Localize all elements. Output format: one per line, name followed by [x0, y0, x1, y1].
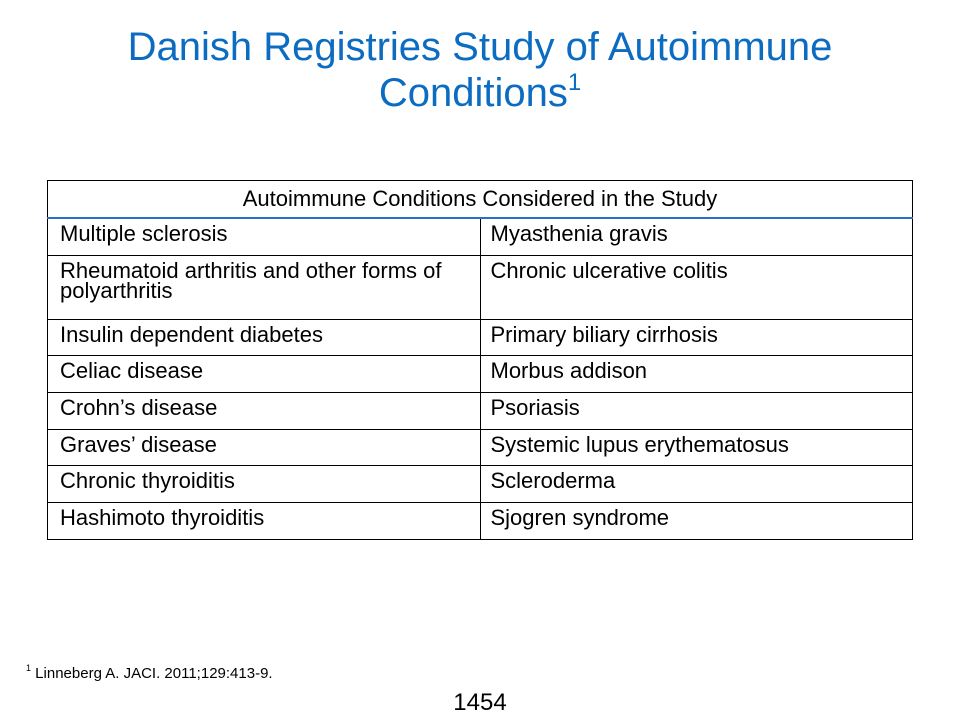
condition-cell-right: Systemic lupus erythematosus: [479, 428, 913, 466]
condition-cell-left: Hashimoto thyroiditis: [47, 501, 481, 540]
footnote-citation: Linneberg A. JACI. 2011;129:413-9.: [31, 665, 273, 682]
table-row: Celiac disease Morbus addison: [47, 354, 913, 393]
condition-cell-right: Morbus addison: [479, 354, 913, 393]
condition-cell-left: Graves’ disease: [47, 428, 481, 466]
footnote: 1 Linneberg A. JACI. 2011;129:413-9.: [26, 664, 273, 684]
condition-cell-right: Myasthenia gravis: [479, 217, 913, 256]
table-row: Graves’ disease Systemic lupus erythemat…: [47, 428, 913, 466]
condition-cell-right: Primary biliary cirrhosis: [479, 318, 913, 356]
title-line-2: Conditions: [378, 71, 568, 115]
condition-cell-left: Crohn’s disease: [47, 391, 481, 430]
condition-cell-right: Psoriasis: [479, 391, 913, 430]
condition-cell-left: Multiple sclerosis: [47, 217, 481, 256]
table-row: Crohn’s disease Psoriasis: [47, 391, 913, 430]
table-header: Autoimmune Conditions Considered in the …: [47, 180, 913, 219]
condition-cell-left: Celiac disease: [47, 354, 481, 393]
table-row: Insulin dependent diabetes Primary bilia…: [47, 318, 913, 356]
slide-title: Danish Registries Study of Autoimmune Co…: [20, 24, 940, 116]
title-superscript: 1: [567, 69, 582, 96]
table-row: Chronic thyroiditis Scleroderma: [47, 464, 913, 503]
conditions-table: Autoimmune Conditions Considered in the …: [47, 180, 913, 540]
table-row: Hashimoto thyroiditis Sjogren syndrome: [47, 501, 913, 540]
title-line-1: Danish Registries Study of Autoimmune: [127, 25, 833, 69]
condition-cell-right: Scleroderma: [479, 464, 913, 503]
condition-cell-right: Sjogren syndrome: [479, 501, 913, 540]
condition-cell-left: Insulin dependent diabetes: [47, 318, 481, 356]
condition-cell-left: Rheumatoid arthritis and other forms of …: [47, 254, 481, 320]
table-header-row: Autoimmune Conditions Considered in the …: [47, 180, 913, 219]
footnote-marker: 1: [26, 663, 32, 673]
table-row: Multiple sclerosis Myasthenia gravis: [47, 217, 913, 256]
condition-cell-right: Chronic ulcerative colitis: [479, 254, 913, 320]
condition-cell-left: Chronic thyroiditis: [47, 464, 481, 503]
table-row: Rheumatoid arthritis and other forms of …: [47, 254, 913, 320]
page-number: 1454: [453, 689, 507, 716]
